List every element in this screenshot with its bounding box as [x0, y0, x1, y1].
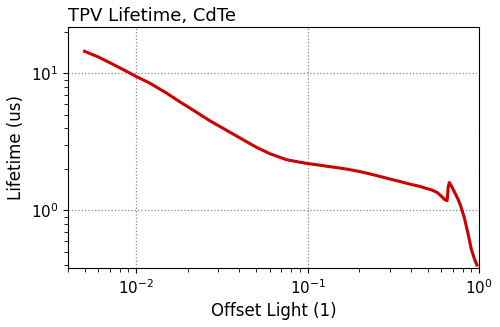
Text: TPV Lifetime, CdTe: TPV Lifetime, CdTe	[68, 7, 236, 25]
Y-axis label: Lifetime (us): Lifetime (us)	[7, 95, 25, 200]
X-axis label: Offset Light (1): Offset Light (1)	[210, 302, 336, 320]
